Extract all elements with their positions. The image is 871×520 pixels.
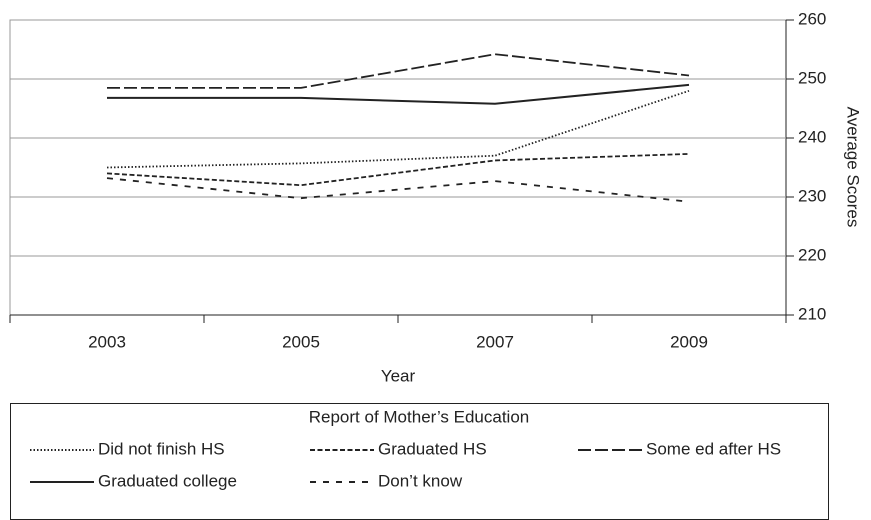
x-tick-label: 2003 [88, 332, 126, 351]
plot-frame [9, 19, 787, 316]
y-tick-label: 260 [798, 9, 826, 28]
y-tick-label: 210 [798, 304, 826, 323]
series-line [106, 153, 690, 187]
y-tick-label: 230 [798, 186, 826, 205]
y-axis-label: Average Scores [844, 107, 863, 228]
series-line [107, 83, 690, 105]
x-tick-label: 2005 [282, 332, 320, 351]
legend-label: Graduated HS [378, 439, 487, 458]
x-tick-label: 2009 [670, 332, 708, 351]
y-tick-label: 250 [798, 68, 826, 87]
series-line [106, 89, 690, 169]
x-tick-label: 2007 [476, 332, 514, 351]
y-tick-label: 240 [798, 127, 826, 146]
legend-label: Don’t know [378, 471, 463, 490]
x-axis-label: Year [381, 366, 416, 385]
series-line [107, 53, 690, 89]
y-tick-label: 220 [798, 245, 826, 264]
legend-label: Some ed after HS [646, 439, 781, 458]
series-line [106, 177, 690, 203]
legend-title: Report of Mother’s Education [309, 407, 530, 426]
legend-label: Did not finish HS [98, 439, 225, 458]
legend-label: Graduated college [98, 471, 237, 490]
